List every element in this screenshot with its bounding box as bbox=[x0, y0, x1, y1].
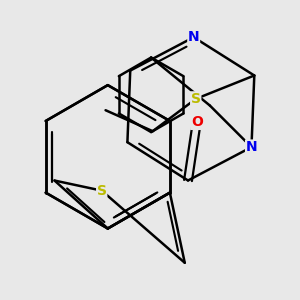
Text: O: O bbox=[191, 115, 203, 129]
Text: N: N bbox=[188, 30, 200, 44]
Text: N: N bbox=[246, 140, 257, 154]
Text: S: S bbox=[191, 92, 201, 106]
Text: S: S bbox=[97, 184, 107, 198]
